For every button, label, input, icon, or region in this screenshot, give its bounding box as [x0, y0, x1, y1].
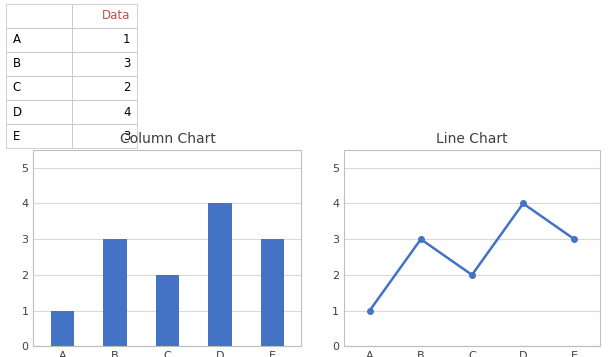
Bar [261, 239, 284, 346]
Bar [156, 275, 179, 346]
Bar [51, 311, 74, 346]
Title: Line Chart: Line Chart [436, 132, 508, 146]
Title: Column Chart: Column Chart [119, 132, 216, 146]
Bar [208, 203, 232, 346]
Bar [103, 239, 127, 346]
